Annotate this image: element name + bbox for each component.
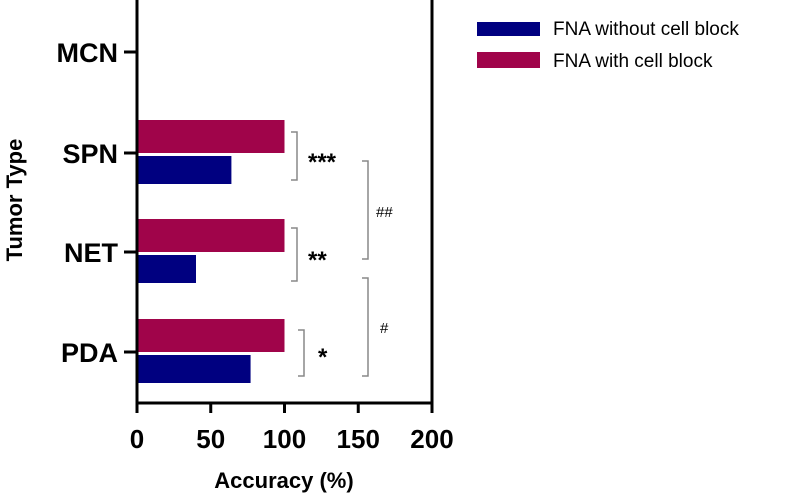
significance-bracket <box>291 131 298 181</box>
between-group-label: # <box>380 320 389 337</box>
between-group-label: ## <box>376 204 393 221</box>
y-tick-label-pda: PDA <box>61 338 118 368</box>
legend-label-without: FNA without cell block <box>553 19 739 40</box>
x-tick-label: 150 <box>337 424 380 454</box>
significance-bracket <box>362 277 369 377</box>
bar-with-pda <box>137 319 285 352</box>
legend-label-with: FNA with cell block <box>553 51 713 72</box>
x-axis-label: Accuracy (%) <box>214 468 353 493</box>
significance-label-spn: *** <box>308 149 337 176</box>
x-tick-label: 200 <box>410 424 453 454</box>
significance-bracket <box>298 329 305 377</box>
legend-swatch-with <box>477 52 540 68</box>
legend-swatch-without <box>477 22 540 36</box>
significance-label-pda: * <box>318 344 328 371</box>
x-tick-label: 0 <box>130 424 144 454</box>
bar-with-spn <box>137 120 285 153</box>
bar-without-net <box>137 255 196 283</box>
significance-bracket <box>362 160 369 260</box>
y-tick-label-mcn: MCN <box>57 38 119 68</box>
y-tick-label-spn: SPN <box>62 139 118 169</box>
bar-with-net <box>137 219 285 252</box>
bar-without-spn <box>137 156 232 184</box>
x-tick-label: 50 <box>196 424 225 454</box>
bar-without-pda <box>137 355 251 383</box>
significance-bracket <box>291 227 298 282</box>
y-tick-label-net: NET <box>64 238 119 268</box>
x-tick-label: 100 <box>263 424 306 454</box>
significance-label-net: ** <box>308 247 327 274</box>
y-axis-label: Tumor Type <box>2 139 27 262</box>
legend: FNA without cell block FNA with cell blo… <box>477 19 739 72</box>
